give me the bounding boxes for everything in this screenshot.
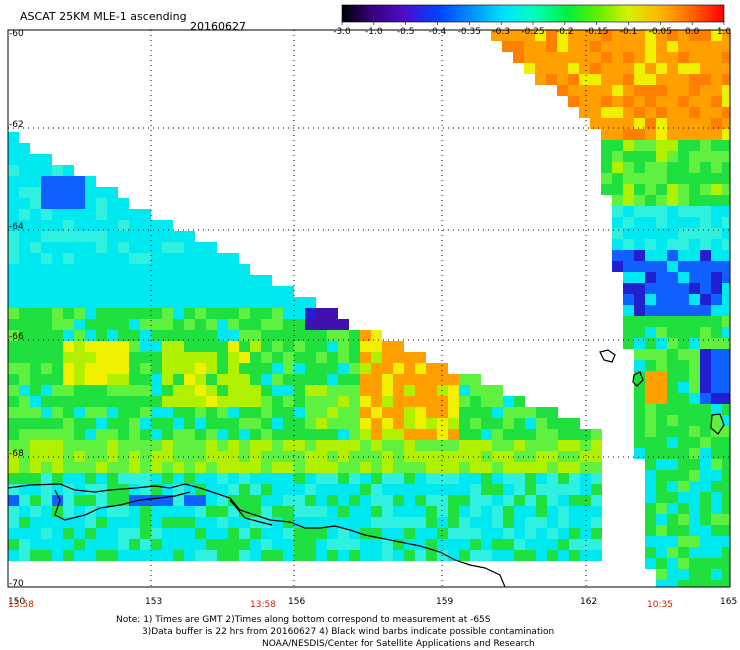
lon-tick-label: 159 [436, 597, 453, 607]
note-line-3: NOAA/NESDIS/Center for Satellite Applica… [262, 639, 535, 649]
lat-tick-label: -68 [9, 449, 24, 459]
lon-tick-label: 162 [580, 597, 597, 607]
lon-tick-label: 156 [288, 597, 305, 607]
note-line-2: 3)Data buffer is 22 hrs from 20160627 4)… [142, 627, 555, 637]
time-label: 13:58 [8, 600, 34, 610]
colorbar-label: -0.25 [521, 27, 544, 37]
note-line-1: Note: 1) Times are GMT 2)Times along bot… [116, 615, 491, 625]
colorbar-label: -0.05 [649, 27, 672, 37]
colorbar-label: -3.0 [333, 27, 351, 37]
wind-data-swaths [8, 30, 730, 587]
colorbar-label: -0.2 [556, 27, 574, 37]
lat-tick-label: -60 [9, 29, 24, 39]
colorbar-label: -1.0 [365, 27, 383, 37]
colorbar-label: -0.15 [585, 27, 608, 37]
coastline [8, 349, 725, 587]
colorbar-label: -0.3 [492, 27, 510, 37]
lon-tick-label: 153 [145, 597, 162, 607]
product-date: 20160627 [190, 20, 246, 33]
colorbar-label: -0.5 [397, 27, 415, 37]
lat-tick-label: -64 [9, 222, 24, 232]
plot-frame [7, 29, 731, 588]
lat-tick-label: -70 [9, 579, 24, 589]
colorbar-label: -0.4 [429, 27, 447, 37]
product-title: ASCAT 25KM MLE-1 ascending [20, 10, 187, 23]
colorbar-label: -0.35 [458, 27, 481, 37]
lat-tick-label: -62 [9, 120, 24, 130]
lat-lon-grid [8, 30, 730, 587]
time-label: 13:58 [250, 600, 276, 610]
time-label: 10:35 [647, 600, 673, 610]
lat-tick-label: -66 [9, 332, 24, 342]
colorbar-gradient [341, 4, 725, 23]
colorbar: -3.0 -1.0 -0.5 -0.4 -0.35 -0.3 -0.25 -0.2 -0.15 -… [333, 4, 731, 37]
colorbar-ticks: -3.0 -1.0 -0.5 -0.4 -0.35 -0.3 -0.25 -0.2 -0.15 -… [333, 22, 731, 37]
colorbar-label: 1.0 [717, 27, 732, 37]
colorbar-label: 0.0 [685, 27, 700, 37]
colorbar-label: -0.1 [620, 27, 638, 37]
lon-tick-label: 165 [720, 597, 737, 607]
lon-tick-label: 150 [8, 597, 25, 607]
